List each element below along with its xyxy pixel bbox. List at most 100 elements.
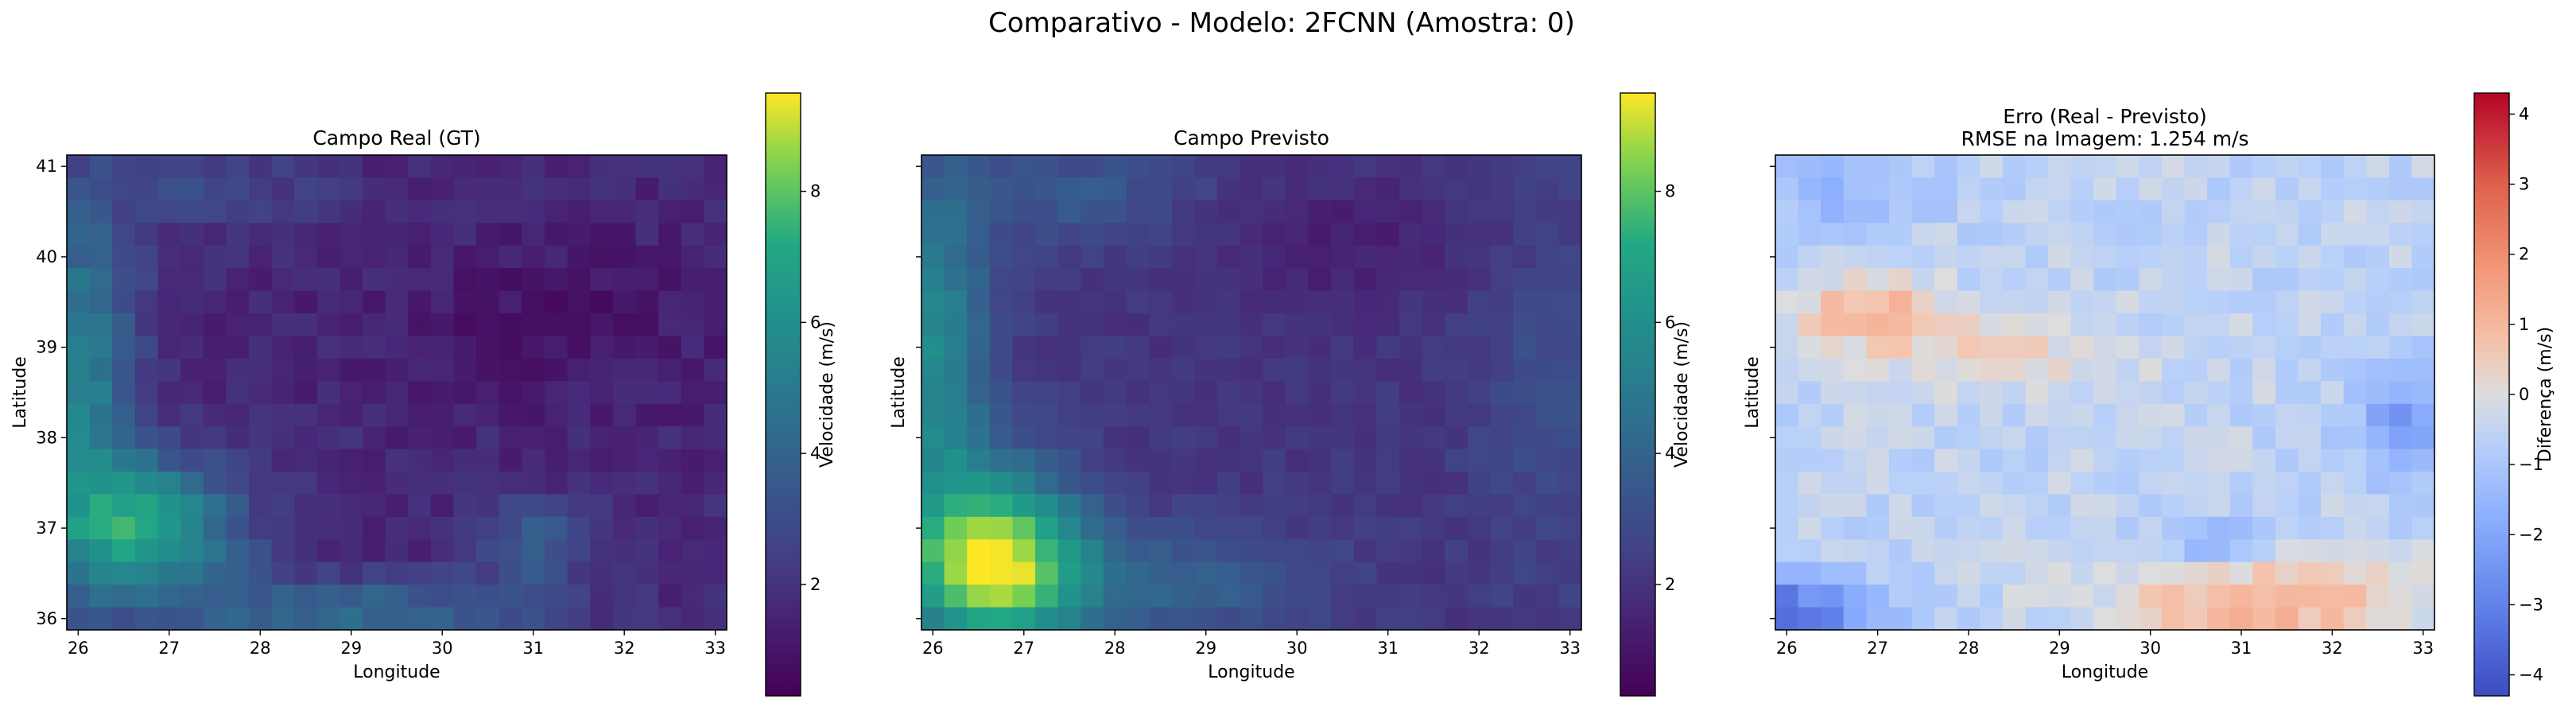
heatmap-cell	[430, 403, 455, 427]
heatmap-cell	[1126, 268, 1150, 292]
heatmap-cell	[1376, 290, 1400, 314]
colorbar-tick-label: 0	[2519, 385, 2529, 404]
heatmap-cell	[1012, 177, 1036, 201]
heatmap-cell	[2275, 336, 2299, 359]
heatmap-cell	[2025, 200, 2049, 223]
heatmap-cell	[1911, 539, 1935, 563]
heatmap-cell	[1467, 245, 1492, 269]
heatmap-cell	[248, 155, 273, 179]
heatmap-cell	[1866, 585, 1890, 608]
heatmap-cell	[2002, 494, 2027, 518]
heatmap-cell	[1217, 268, 1241, 292]
heatmap-cell	[1513, 381, 1537, 405]
heatmap-cell	[499, 313, 523, 337]
heatmap-cell	[1445, 200, 1468, 223]
heatmap-cell	[1843, 449, 1867, 472]
heatmap-cell	[1821, 155, 1845, 179]
heatmap-cell	[681, 155, 704, 179]
heatmap-cell	[944, 245, 968, 269]
heatmap-cell	[2093, 539, 2117, 563]
heatmap-cell	[1149, 585, 1173, 608]
heatmap-cell	[408, 426, 432, 450]
heatmap-cell	[453, 516, 477, 540]
heatmap-cell	[1821, 539, 1845, 563]
heatmap-cell	[1308, 607, 1332, 631]
heatmap-cell	[1798, 290, 1821, 314]
heatmap-cell	[590, 245, 614, 269]
heatmap-cell	[1467, 585, 1492, 608]
heatmap-cell	[1888, 313, 1913, 337]
heatmap-cell	[1194, 426, 1218, 450]
heatmap-cell	[180, 516, 204, 540]
heatmap-cell	[2139, 336, 2163, 359]
heatmap-cell	[1057, 268, 1081, 292]
heatmap-cell	[1012, 336, 1036, 359]
heatmap-cell	[1980, 268, 2004, 292]
heatmap-cell	[2116, 336, 2140, 359]
heatmap-cell	[1957, 539, 1980, 563]
heatmap-cell	[112, 516, 136, 540]
heatmap-cell	[157, 449, 181, 472]
heatmap-cell	[2366, 472, 2390, 495]
heatmap-cell	[2207, 290, 2231, 314]
heatmap-cell	[1558, 358, 1582, 382]
heatmap-cell	[2048, 223, 2072, 247]
heatmap-cell	[1980, 539, 2004, 563]
heatmap-cell	[1888, 539, 1913, 563]
heatmap-cell	[112, 313, 136, 337]
heatmap-cell	[363, 516, 386, 540]
heatmap-cell	[248, 494, 273, 518]
heatmap-cell	[1467, 290, 1492, 314]
heatmap-cell	[2321, 494, 2345, 518]
heatmap-cell	[271, 607, 295, 631]
heatmap-cell	[921, 155, 945, 179]
heatmap-cell	[134, 403, 159, 427]
heatmap-cell	[2207, 200, 2231, 223]
heatmap-cell	[271, 177, 295, 201]
heatmap-cell	[567, 313, 591, 337]
x-tick-label: 33	[1559, 639, 1581, 658]
heatmap-cell	[1775, 358, 1799, 382]
heatmap-cell	[1843, 494, 1867, 518]
heatmap-cell	[2139, 607, 2163, 631]
heatmap-cell	[967, 449, 991, 472]
heatmap-cell	[203, 155, 227, 179]
heatmap-cell	[294, 223, 318, 247]
heatmap-cell	[1263, 155, 1286, 179]
heatmap-cell	[339, 155, 363, 179]
heatmap-cell	[1445, 403, 1468, 427]
heatmap-cell	[1012, 358, 1036, 382]
heatmap-cell	[1467, 449, 1492, 472]
heatmap-cell	[499, 607, 523, 631]
heatmap-cell	[476, 607, 500, 631]
heatmap-cell	[681, 313, 704, 337]
heatmap-cell	[2252, 449, 2276, 472]
heatmap-cell	[1490, 268, 1514, 292]
heatmap-cell	[134, 494, 159, 518]
heatmap-cell	[2025, 449, 2049, 472]
heatmap-cell	[1285, 336, 1309, 359]
heatmap-cell	[408, 516, 432, 540]
heatmap-cell	[2161, 200, 2186, 223]
heatmap-cell	[567, 494, 591, 518]
heatmap-cell	[180, 155, 204, 179]
heatmap-cell	[967, 561, 991, 585]
heatmap-cells	[67, 155, 727, 631]
heatmap-cell	[1308, 494, 1332, 518]
heatmap-cell	[363, 155, 386, 179]
heatmap-cell	[1194, 313, 1218, 337]
heatmap-cell	[681, 607, 704, 631]
heatmap-cell	[612, 200, 637, 223]
heatmap-cell	[89, 223, 113, 247]
heatmap-cell	[1285, 290, 1309, 314]
heatmap-cell	[2116, 358, 2140, 382]
heatmap-cell	[1308, 200, 1332, 223]
heatmap-cell	[248, 223, 273, 247]
heatmap-cell	[2048, 607, 2072, 631]
heatmap-cell	[1126, 336, 1150, 359]
heatmap-cell	[180, 177, 204, 201]
heatmap-cell	[1399, 268, 1423, 292]
heatmap-cell	[1035, 313, 1059, 337]
heatmap-cell	[1798, 403, 1821, 427]
heatmap-cell	[2366, 561, 2390, 585]
